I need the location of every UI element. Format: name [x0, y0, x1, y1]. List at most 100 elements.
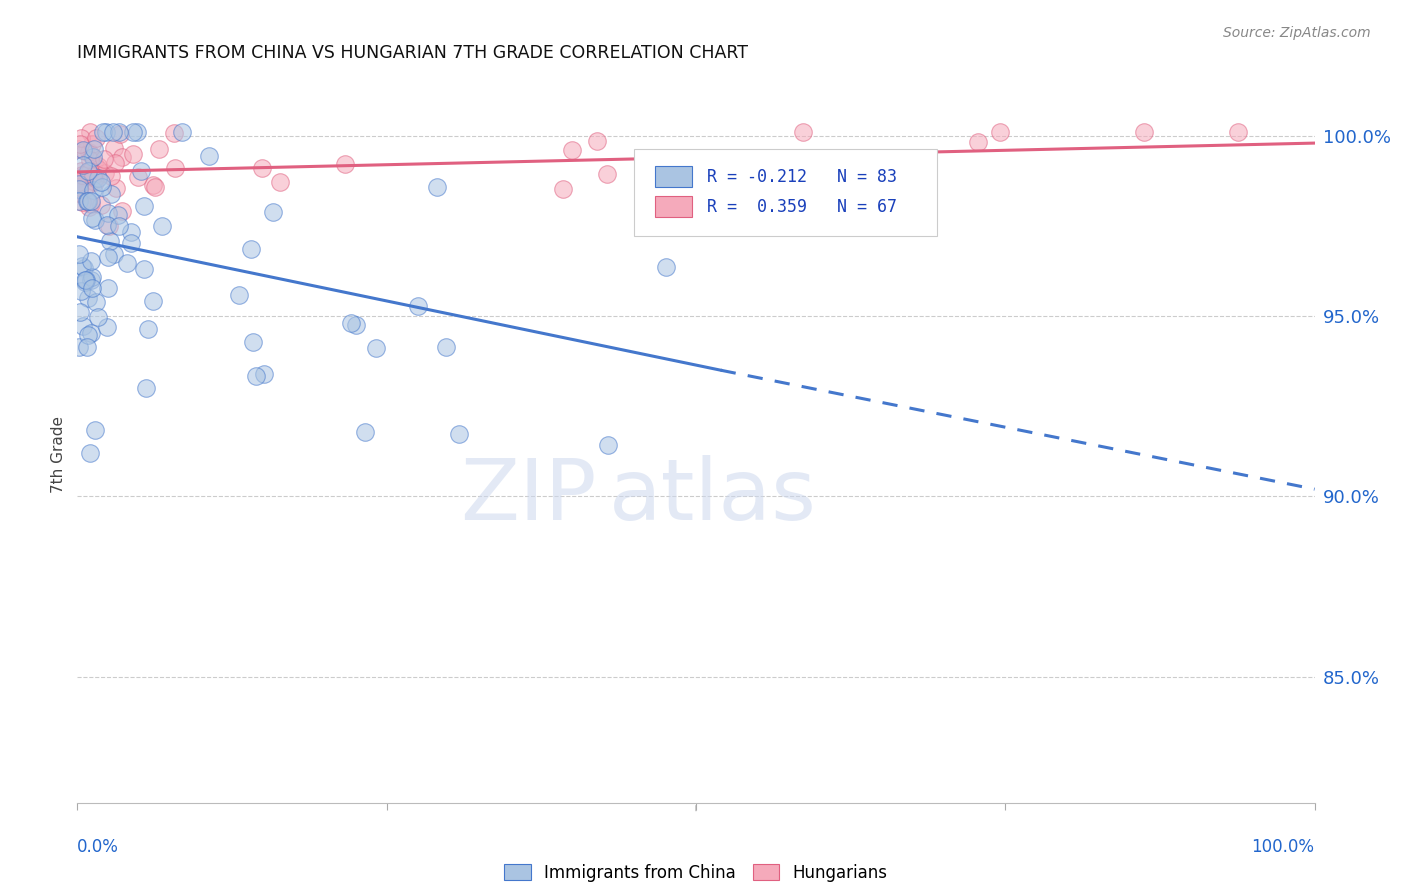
Point — [67, 247, 90, 261]
Point — [67, 179, 90, 194]
Bar — [655, 196, 692, 217]
Point — [239, 242, 262, 256]
Point — [340, 316, 363, 330]
Point — [82, 281, 104, 295]
Point — [67, 194, 90, 208]
Point — [82, 169, 104, 184]
Point — [82, 269, 104, 284]
Text: R = -0.212   N = 83: R = -0.212 N = 83 — [707, 168, 897, 186]
Point — [122, 125, 145, 139]
Text: 0.0%: 0.0% — [77, 838, 120, 855]
Point — [97, 251, 120, 265]
Point — [87, 310, 110, 325]
Point — [67, 182, 90, 196]
Point — [80, 273, 103, 287]
Point — [148, 142, 170, 156]
Point — [988, 125, 1011, 139]
Point — [76, 194, 98, 208]
Point — [97, 206, 120, 220]
Point — [90, 198, 112, 212]
Point — [73, 275, 96, 289]
Point — [96, 219, 118, 233]
Point — [100, 186, 122, 201]
Point — [111, 204, 134, 219]
Point — [94, 125, 117, 139]
Point — [70, 194, 93, 209]
Point — [198, 149, 221, 163]
Point — [87, 161, 110, 176]
Point — [72, 318, 94, 333]
Point — [84, 170, 107, 185]
Point — [82, 174, 104, 188]
Point — [80, 326, 103, 340]
Point — [104, 156, 127, 170]
Point — [66, 170, 89, 185]
Point — [150, 219, 173, 233]
Point — [77, 291, 100, 305]
Point — [80, 211, 103, 225]
Point — [80, 194, 103, 208]
Point — [262, 204, 284, 219]
Point — [111, 150, 134, 164]
Bar — [655, 166, 692, 187]
Point — [364, 341, 387, 355]
Point — [77, 163, 100, 178]
Point — [93, 152, 115, 166]
Point — [69, 164, 91, 178]
Point — [73, 182, 96, 196]
Point — [595, 167, 617, 181]
Point — [107, 208, 129, 222]
Point — [125, 125, 148, 139]
Point — [787, 161, 810, 176]
Point — [354, 425, 377, 440]
Point — [426, 180, 449, 194]
Point — [91, 179, 114, 194]
Point — [76, 340, 98, 354]
Point — [70, 169, 93, 184]
Point — [136, 322, 159, 336]
Point — [67, 177, 90, 191]
Point — [269, 175, 291, 189]
Point — [69, 171, 91, 186]
Point — [72, 157, 94, 171]
Point — [250, 161, 273, 176]
Point — [79, 147, 101, 161]
Point — [98, 234, 121, 248]
Point — [70, 168, 93, 182]
Point — [654, 260, 676, 274]
Point — [67, 142, 90, 156]
Point — [110, 127, 132, 141]
Point — [253, 368, 276, 382]
Point — [94, 166, 117, 180]
Point — [142, 178, 165, 193]
Point — [83, 142, 105, 156]
Point — [830, 198, 852, 212]
Point — [73, 144, 96, 158]
Point — [90, 175, 112, 189]
Point — [406, 299, 429, 313]
Text: Source: ZipAtlas.com: Source: ZipAtlas.com — [1223, 27, 1371, 40]
Point — [82, 183, 104, 197]
Point — [82, 169, 104, 183]
Point — [165, 161, 187, 175]
Point — [73, 169, 96, 183]
Point — [100, 169, 122, 184]
Text: ZIP: ZIP — [461, 455, 598, 538]
Point — [551, 182, 574, 196]
Point — [76, 194, 98, 208]
Point — [792, 125, 814, 139]
Text: IMMIGRANTS FROM CHINA VS HUNGARIAN 7TH GRADE CORRELATION CHART: IMMIGRANTS FROM CHINA VS HUNGARIAN 7TH G… — [77, 44, 748, 62]
Point — [67, 340, 90, 354]
Point — [82, 150, 104, 164]
Point — [228, 288, 250, 302]
Point — [121, 146, 143, 161]
Point — [434, 340, 457, 354]
Point — [129, 164, 152, 178]
Point — [586, 135, 609, 149]
Point — [87, 170, 110, 185]
Point — [103, 246, 125, 260]
Point — [77, 178, 100, 192]
Point — [132, 261, 155, 276]
Point — [245, 368, 267, 383]
Point — [142, 293, 165, 308]
